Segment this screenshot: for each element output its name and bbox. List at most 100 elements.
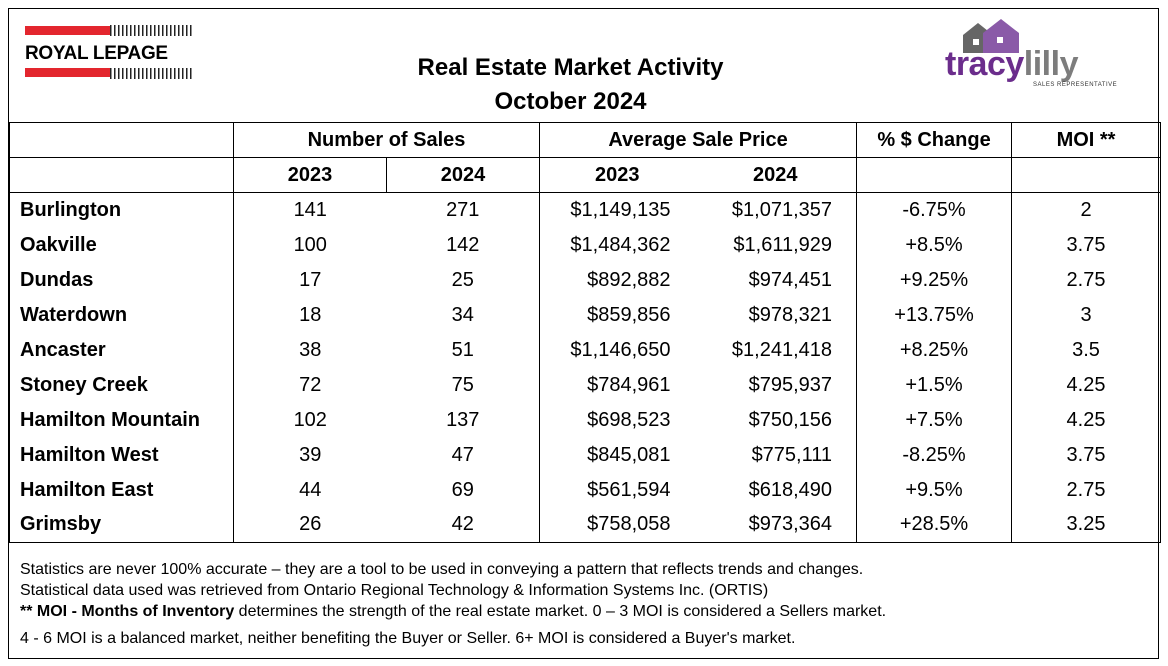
city-name: Waterdown <box>9 297 234 333</box>
sales-2023: 26 <box>233 507 387 543</box>
city-header-blank-2 <box>9 157 234 193</box>
royal-lepage-wordmark: ROYAL LEPAGE <box>25 43 168 64</box>
change-header: % $ Change <box>856 122 1013 158</box>
logo-barcode-bottom <box>110 68 193 79</box>
price-2024: $1,241,418 <box>694 332 858 368</box>
sales-2023: 44 <box>233 472 387 508</box>
footnotes: Statistics are never 100% accurate – the… <box>20 559 886 649</box>
sales-2024: 75 <box>386 367 541 403</box>
table-row: Hamilton East 44 69 $561,594 $618,490 +9… <box>9 472 1162 508</box>
logo-red-bar-bottom <box>25 68 111 77</box>
price-2023: $758,058 <box>539 507 695 543</box>
sales-2023: 39 <box>233 437 387 473</box>
price-2024: $1,611,929 <box>694 227 858 263</box>
moi-header-blank <box>1011 157 1162 193</box>
table-row: Grimsby 26 42 $758,058 $973,364 +28.5% 3… <box>9 507 1162 543</box>
price-2023: $1,146,650 <box>539 332 695 368</box>
sales-2024: 42 <box>386 507 541 543</box>
sales-2024: 271 <box>386 192 541 228</box>
price-2024: $1,071,357 <box>694 192 858 228</box>
note-moi-text: determines the strength of the real esta… <box>234 603 887 620</box>
price-change: +28.5% <box>856 507 1013 543</box>
table-row: Hamilton Mountain 102 137 $698,523 $750,… <box>9 402 1162 438</box>
sales-2023: 18 <box>233 297 387 333</box>
lilly-word: lilly <box>1023 45 1079 83</box>
sales-2024: 69 <box>386 472 541 508</box>
price-change: +9.25% <box>856 262 1013 298</box>
change-header-blank <box>856 157 1013 193</box>
sales-2024-header: 2024 <box>385 157 541 193</box>
price-group-header: Average Sale Price <box>539 122 858 158</box>
table-group-header-row: Number of Sales Average Sale Price % $ C… <box>9 122 1162 158</box>
sales-2023: 102 <box>233 402 387 438</box>
price-2023-header: 2023 <box>539 157 695 193</box>
table-year-header-row: 2023 2024 2023 2024 <box>9 157 1162 193</box>
moi-value: 3.75 <box>1011 227 1162 263</box>
sales-2024: 34 <box>386 297 541 333</box>
moi-value: 2.75 <box>1011 472 1162 508</box>
price-2023: $698,523 <box>539 402 695 438</box>
sales-2023: 100 <box>233 227 387 263</box>
price-change: -6.75% <box>856 192 1013 228</box>
city-name: Burlington <box>9 192 234 228</box>
sales-2024: 25 <box>386 262 541 298</box>
price-2023: $1,149,135 <box>539 192 695 228</box>
price-2024: $974,451 <box>694 262 858 298</box>
tracylilly-tagline: SALES REPRESENTATIVE <box>1033 82 1118 88</box>
price-2023: $892,882 <box>539 262 695 298</box>
page-subtitle: October 2024 <box>494 88 647 115</box>
moi-value: 2 <box>1011 192 1162 228</box>
note-moi-definition: ** MOI - Months of Inventory determines … <box>20 601 886 622</box>
sales-2024: 142 <box>386 227 541 263</box>
note-moi-ranges: 4 - 6 MOI is a balanced market, neither … <box>20 630 796 647</box>
city-name: Dundas <box>9 262 234 298</box>
moi-value: 3.25 <box>1011 507 1162 543</box>
sales-2023-header: 2023 <box>233 157 387 193</box>
price-change: +13.75% <box>856 297 1013 333</box>
price-change: +1.5% <box>856 367 1013 403</box>
logo-red-bar-top <box>25 26 111 35</box>
table-row: Hamilton West 39 47 $845,081 $775,111 -8… <box>9 437 1162 473</box>
page-title: Real Estate Market Activity <box>417 54 724 81</box>
table-row: Stoney Creek 72 75 $784,961 $795,937 +1.… <box>9 367 1162 403</box>
sales-group-header: Number of Sales <box>232 122 541 158</box>
price-change: +8.25% <box>856 332 1013 368</box>
sales-2024: 47 <box>386 437 541 473</box>
moi-value: 2.75 <box>1011 262 1162 298</box>
moi-value: 4.25 <box>1011 367 1162 403</box>
price-2024: $795,937 <box>694 367 858 403</box>
sales-2024: 51 <box>386 332 541 368</box>
tracy-word: tracy <box>945 45 1024 83</box>
note-moi-term: ** MOI - Months of Inventory <box>20 603 235 620</box>
price-2023: $1,484,362 <box>539 227 695 263</box>
city-name: Hamilton West <box>9 437 234 473</box>
city-name: Oakville <box>9 227 234 263</box>
table-row: Ancaster 38 51 $1,146,650 $1,241,418 +8.… <box>9 332 1162 368</box>
price-change: -8.25% <box>856 437 1013 473</box>
price-2024: $750,156 <box>694 402 858 438</box>
price-change: +9.5% <box>856 472 1013 508</box>
moi-value: 3 <box>1011 297 1162 333</box>
royal-lepage-logo: ROYAL LEPAGE <box>25 17 197 79</box>
tracylilly-logo: tracylilly SALES REPRESENTATIVE <box>921 19 1131 99</box>
price-2024: $775,111 <box>694 437 858 473</box>
price-2024: $978,321 <box>694 297 858 333</box>
price-change: +8.5% <box>856 227 1013 263</box>
city-name: Grimsby <box>9 507 234 543</box>
market-activity-sheet: ROYAL LEPAGE Real Estate Market Activity… <box>8 8 1162 659</box>
market-table: Number of Sales Average Sale Price % $ C… <box>9 122 1162 543</box>
price-2024-header: 2024 <box>694 157 858 193</box>
price-2023: $784,961 <box>539 367 695 403</box>
sales-2023: 17 <box>233 262 387 298</box>
tracylilly-wordmark: tracylilly <box>945 47 1078 81</box>
moi-header: MOI ** <box>1011 122 1162 158</box>
table-row: Dundas 17 25 $892,882 $974,451 +9.25% 2.… <box>9 262 1162 298</box>
table-row: Burlington 141 271 $1,149,135 $1,071,357… <box>9 192 1162 228</box>
house-roofs-icon <box>963 19 1019 53</box>
city-name: Hamilton East <box>9 472 234 508</box>
sales-2023: 72 <box>233 367 387 403</box>
logo-barcode-top <box>110 25 193 36</box>
note-accuracy: Statistics are never 100% accurate – the… <box>20 561 864 578</box>
table-row: Oakville 100 142 $1,484,362 $1,611,929 +… <box>9 227 1162 263</box>
price-2023: $845,081 <box>539 437 695 473</box>
